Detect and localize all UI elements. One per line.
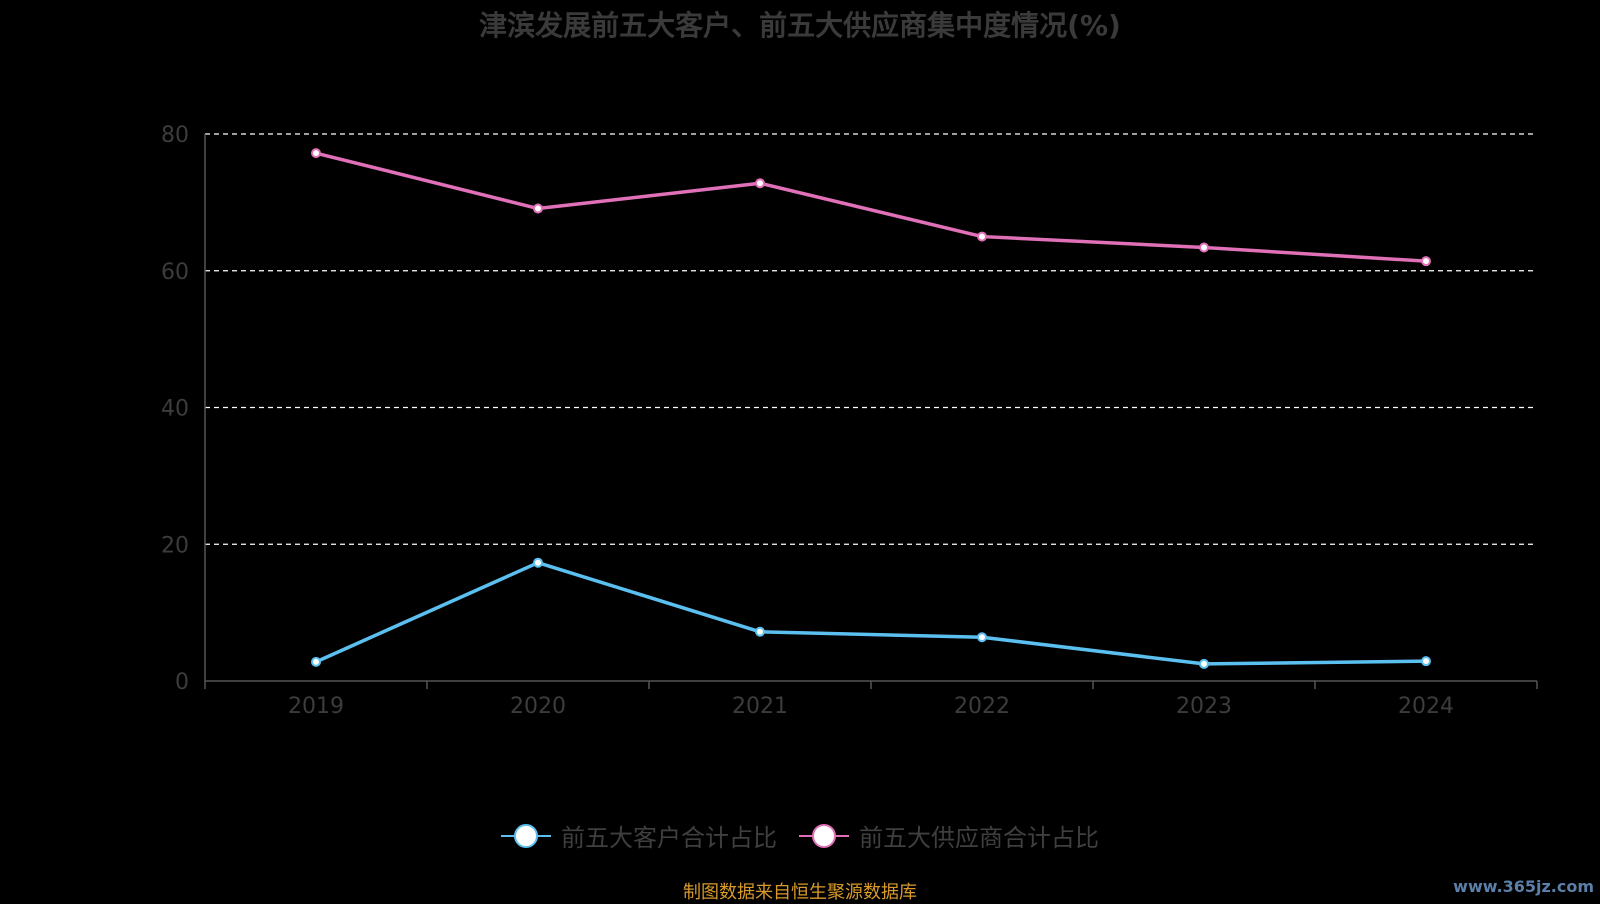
legend: 前五大客户合计占比 前五大供应商合计占比 xyxy=(0,818,1600,853)
data-point-0-4 xyxy=(1199,658,1209,669)
x-tick-label: 2021 xyxy=(732,694,788,719)
x-tick-label: 2024 xyxy=(1398,694,1454,719)
watermark: www.365jz.com xyxy=(1453,877,1594,896)
data-point-0-0 xyxy=(311,656,321,667)
y-tick-label: 40 xyxy=(161,397,189,422)
data-point-1-0 xyxy=(311,148,321,159)
x-tick-label: 2019 xyxy=(288,694,344,719)
chart-title: 津滨发展前五大客户、前五大供应商集中度情况(%) xyxy=(479,9,1121,42)
y-tick-label: 0 xyxy=(175,670,189,695)
legend-marker-suppliers xyxy=(799,823,849,849)
legend-label-customers: 前五大客户合计占比 xyxy=(561,824,777,852)
legend-item-suppliers[interactable]: 前五大供应商合计占比 xyxy=(799,818,1099,853)
data-point-0-1 xyxy=(533,557,543,568)
legend-item-customers[interactable]: 前五大客户合计占比 xyxy=(501,818,777,853)
y-tick-label: 80 xyxy=(161,123,189,148)
legend-label-suppliers: 前五大供应商合计占比 xyxy=(859,824,1099,852)
x-tick-label: 2020 xyxy=(510,694,566,719)
data-point-0-5 xyxy=(1421,656,1431,667)
y-tick-label: 60 xyxy=(161,260,189,285)
data-point-1-1 xyxy=(533,203,543,214)
legend-marker-customers xyxy=(501,823,551,849)
data-point-0-3 xyxy=(977,632,987,643)
source-note: 制图数据来自恒生聚源数据库 xyxy=(683,882,917,903)
series-line-1 xyxy=(315,151,1427,263)
data-point-1-3 xyxy=(977,231,987,242)
data-point-1-5 xyxy=(1421,256,1431,267)
data-point-0-2 xyxy=(755,626,765,637)
y-tick-label: 20 xyxy=(161,533,189,558)
x-tick-label: 2023 xyxy=(1176,694,1232,719)
series-line-0 xyxy=(315,560,1427,666)
data-point-1-4 xyxy=(1199,242,1209,253)
data-point-1-2 xyxy=(755,178,765,189)
x-tick-label: 2022 xyxy=(954,694,1010,719)
